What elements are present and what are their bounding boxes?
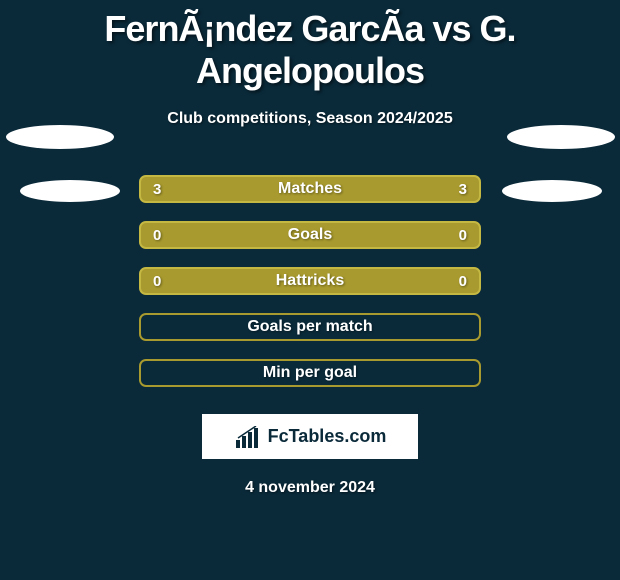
stat-bar: Goals per match (139, 313, 481, 341)
stat-label: Min per goal (263, 364, 357, 382)
stat-row-goals: 0 Goals 0 (0, 212, 620, 258)
subtitle: Club competitions, Season 2024/2025 (0, 110, 620, 128)
stat-label: Matches (278, 180, 342, 198)
stat-row-min-per-goal: Min per goal (0, 350, 620, 396)
stat-row-matches: 3 Matches 3 (0, 166, 620, 212)
stat-bar: 0 Hattricks 0 (139, 267, 481, 295)
date-text: 4 november 2024 (0, 479, 620, 497)
stat-value-left: 3 (153, 181, 161, 198)
logo-box: FcTables.com (202, 414, 418, 459)
decorative-ellipse-right-top (507, 125, 615, 149)
stat-bar: 3 Matches 3 (139, 175, 481, 203)
stat-value-left: 0 (153, 273, 161, 290)
stat-value-right: 0 (459, 273, 467, 290)
stat-row-hattricks: 0 Hattricks 0 (0, 258, 620, 304)
stat-label: Goals per match (247, 318, 372, 336)
chart-icon (234, 426, 262, 448)
stat-row-goals-per-match: Goals per match (0, 304, 620, 350)
logo-text: FcTables.com (268, 426, 387, 447)
stat-bar: 0 Goals 0 (139, 221, 481, 249)
page-title: FernÃ¡ndez GarcÃa vs G. Angelopoulos (0, 0, 620, 92)
stats-area: 3 Matches 3 0 Goals 0 0 Hattricks 0 Goal… (0, 166, 620, 396)
decorative-ellipse-left-top (6, 125, 114, 149)
stat-value-right: 0 (459, 227, 467, 244)
stat-value-right: 3 (459, 181, 467, 198)
stat-label: Goals (288, 226, 332, 244)
stat-bar: Min per goal (139, 359, 481, 387)
stat-label: Hattricks (276, 272, 344, 290)
stat-value-left: 0 (153, 227, 161, 244)
